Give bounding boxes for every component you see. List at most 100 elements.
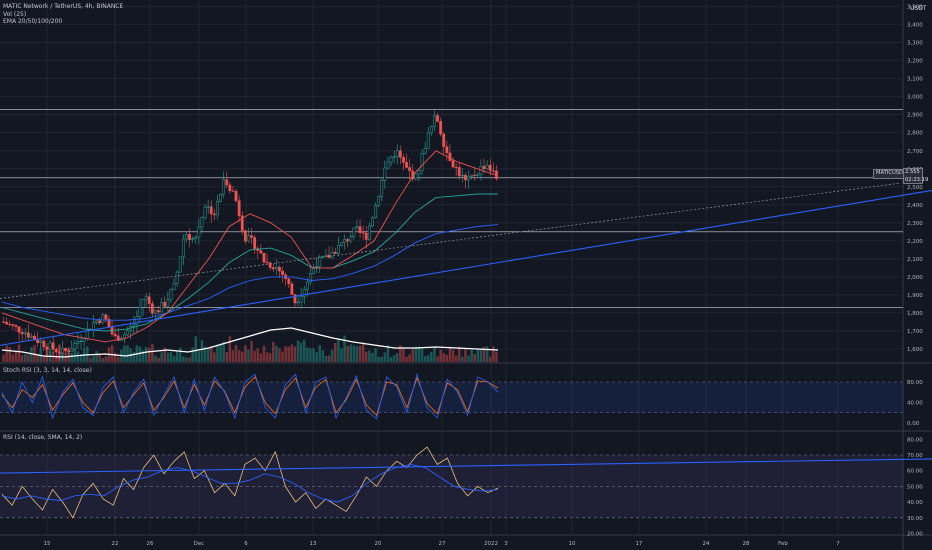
candle-body <box>76 341 80 344</box>
volume-bar <box>2 354 5 362</box>
candle-body <box>23 332 27 335</box>
volume-bar <box>79 354 83 362</box>
price-tick-0: 3,500 <box>907 5 923 11</box>
candle-body <box>346 239 350 242</box>
rsi-trendline <box>0 458 932 474</box>
volume-bar <box>222 341 225 362</box>
candle-body <box>82 338 86 342</box>
time-tick-0: 15 <box>44 541 51 547</box>
volume-bar <box>420 348 424 362</box>
candle-body <box>268 262 272 268</box>
volume-bar <box>473 353 476 362</box>
candle-body <box>95 320 98 323</box>
candle-body <box>429 126 433 134</box>
time-tick-8: 2022 <box>484 541 498 547</box>
volume-bar <box>275 345 278 362</box>
volume-bar <box>27 354 30 362</box>
candle-body <box>414 173 418 180</box>
volume-bar <box>361 342 365 362</box>
volume-bar <box>148 347 151 362</box>
candle-body <box>30 335 33 338</box>
candle-body <box>305 281 309 290</box>
volume-bar <box>392 355 396 362</box>
candle-body <box>234 191 238 201</box>
rsi-tick-6: 20.00 <box>907 532 923 538</box>
volume-bar <box>113 352 117 362</box>
time-tick-2: 26 <box>147 541 154 547</box>
candle-body <box>39 340 43 343</box>
candle-body <box>45 346 49 350</box>
volume-bar <box>8 347 11 362</box>
volume-bar <box>14 351 18 362</box>
candle-body <box>349 236 353 242</box>
volume-bar <box>268 353 272 362</box>
volume-bar <box>166 352 170 362</box>
volume-bar <box>337 338 340 362</box>
candle-body <box>299 296 303 303</box>
volume-bar <box>86 346 89 362</box>
volume-bar <box>76 351 80 362</box>
candle-body <box>61 347 64 354</box>
volume-bar <box>160 352 163 362</box>
candle-body <box>377 196 381 206</box>
volume-bar <box>389 357 393 362</box>
volume-bar <box>182 356 185 362</box>
candle-body <box>14 325 18 327</box>
volume-bar <box>433 347 436 362</box>
volume-bar <box>396 353 399 362</box>
volume-bar <box>247 349 250 362</box>
time-tick-3: Dec <box>194 541 205 547</box>
candle-body <box>262 253 266 263</box>
candle-body <box>132 324 136 327</box>
price-tick-6: 2,900 <box>907 113 923 119</box>
volume-bars <box>2 335 498 362</box>
candle-body <box>5 321 9 325</box>
volume-bar <box>281 351 284 362</box>
volume-bar <box>272 341 275 362</box>
candle-body <box>330 252 334 258</box>
volume-bar <box>380 356 383 362</box>
volume-bar <box>33 345 36 362</box>
volume-bar <box>144 347 148 362</box>
candle-body <box>488 164 492 172</box>
candle-body <box>194 236 198 239</box>
volume-bar <box>98 353 101 362</box>
ema50-line <box>1 193 498 332</box>
candle-body <box>380 180 384 197</box>
candle-body <box>312 266 315 274</box>
candle-body <box>405 162 408 168</box>
stoch-tick-1: 40.00 <box>907 401 923 407</box>
volume-bar <box>461 356 464 362</box>
volume-bar <box>408 354 411 362</box>
candle-body <box>42 340 46 348</box>
price-tick-14: 2,100 <box>907 257 923 263</box>
volume-bar <box>132 352 135 362</box>
candle-body <box>278 266 281 272</box>
candle-body <box>2 321 5 323</box>
candle-body <box>485 164 489 170</box>
volume-bar <box>117 357 120 362</box>
candle-body <box>460 174 464 177</box>
stoch-band-fill <box>0 382 903 413</box>
candle-body <box>141 299 145 308</box>
rising-trendline <box>0 189 932 346</box>
volume-bar <box>324 355 328 362</box>
volume-bar <box>371 352 374 362</box>
volume-bar <box>309 348 312 362</box>
volume-bar <box>399 345 402 362</box>
volume-bar <box>244 345 247 362</box>
volume-bar <box>476 349 480 362</box>
candle-body <box>98 320 102 324</box>
stoch-rsi-pane <box>0 381 903 414</box>
volume-bar <box>250 340 253 362</box>
volume-bar <box>445 354 449 362</box>
volume-bar <box>151 344 154 362</box>
candle-body <box>420 153 424 171</box>
volume-bar <box>358 345 362 362</box>
volume-bar <box>470 349 473 362</box>
volume-bar <box>175 350 179 362</box>
volume-bar <box>306 347 309 362</box>
candle-body <box>70 348 74 353</box>
ema100-line <box>1 224 499 321</box>
